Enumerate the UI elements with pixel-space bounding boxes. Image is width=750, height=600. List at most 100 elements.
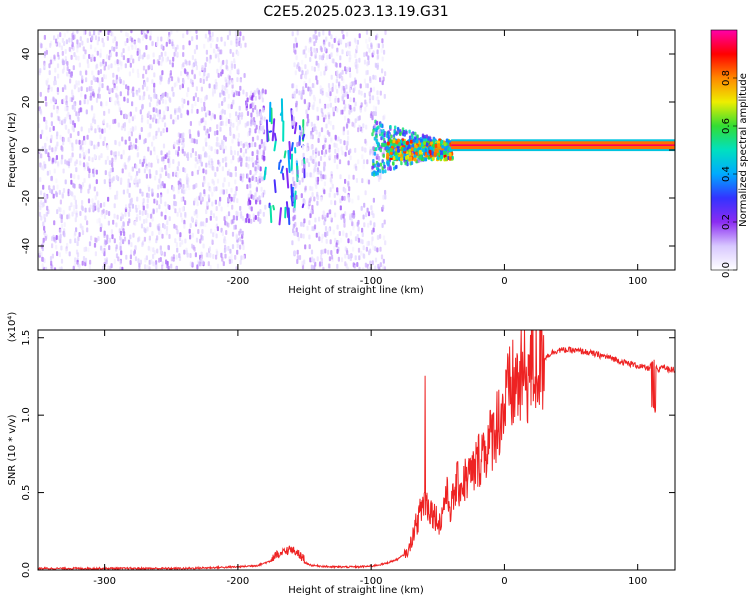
heatmap-cell bbox=[329, 187, 332, 193]
heatmap-cell bbox=[321, 233, 324, 239]
heatmap-cell bbox=[168, 216, 171, 222]
heatmap-cell bbox=[313, 41, 316, 47]
heatmap-cell bbox=[66, 66, 69, 71]
heatmap-cell bbox=[307, 47, 310, 53]
heatmap-cell bbox=[221, 145, 225, 151]
heatmap-cell bbox=[87, 247, 90, 253]
heatmap-cell bbox=[216, 37, 219, 42]
heatmap-cell bbox=[59, 32, 62, 38]
heatmap-cell bbox=[155, 260, 158, 266]
heatmap-cell bbox=[80, 188, 83, 194]
heatmap-cell bbox=[134, 220, 137, 226]
heatmap-cell bbox=[87, 166, 90, 172]
heatmap-cell bbox=[236, 90, 239, 96]
heatmap-cell bbox=[233, 193, 236, 199]
heatmap-cell bbox=[186, 92, 189, 98]
heatmap-cell bbox=[318, 54, 321, 60]
heatmap-cell bbox=[175, 225, 178, 231]
heatmap-cell bbox=[160, 61, 163, 67]
heatmap-cell bbox=[314, 217, 317, 223]
heatmap-cell bbox=[362, 164, 365, 170]
heatmap-cell bbox=[235, 186, 238, 192]
heatmap-cell bbox=[320, 249, 323, 255]
heatmap-cell bbox=[347, 254, 350, 260]
heatmap-cell bbox=[323, 181, 326, 187]
heatmap-cell bbox=[136, 68, 139, 74]
heatmap-cell bbox=[125, 254, 128, 260]
heatmap-cell bbox=[304, 244, 307, 250]
heatmap-cell bbox=[186, 179, 189, 185]
heatmap-cell bbox=[312, 172, 315, 178]
heatmap-cell bbox=[218, 200, 221, 206]
heatmap-cell bbox=[143, 168, 146, 174]
heatmap-cell bbox=[317, 66, 320, 72]
heatmap-cell bbox=[129, 254, 132, 260]
heatmap-cell bbox=[428, 149, 432, 154]
spectrogram-x-ticks: -300 -200 -100 0 100 bbox=[93, 30, 647, 287]
heatmap-cell bbox=[239, 244, 242, 250]
heatmap-cell bbox=[172, 91, 175, 97]
heatmap-cell bbox=[324, 114, 327, 120]
heatmap-cell bbox=[340, 214, 343, 220]
heatmap-cell bbox=[309, 86, 312, 92]
heatmap-cell bbox=[359, 83, 362, 89]
heatmap-cell bbox=[186, 156, 190, 161]
heatmap-cell bbox=[200, 257, 203, 263]
heatmap-cell bbox=[248, 204, 251, 210]
heatmap-cell bbox=[362, 214, 365, 220]
heatmap-cell bbox=[257, 211, 260, 217]
heatmap-cell bbox=[148, 259, 151, 265]
heatmap-cell bbox=[188, 40, 191, 46]
heatmap-cell bbox=[215, 233, 218, 239]
heatmap-cell bbox=[219, 65, 222, 71]
heatmap-cell bbox=[102, 74, 106, 80]
heatmap-cell bbox=[205, 209, 208, 215]
heatmap-cell bbox=[181, 148, 184, 154]
heatmap-cell bbox=[397, 148, 400, 153]
heatmap-cell bbox=[51, 243, 54, 249]
heatmap-cell bbox=[117, 151, 120, 157]
heatmap-cell bbox=[373, 222, 376, 228]
heatmap-cell bbox=[99, 48, 102, 54]
heatmap-cell bbox=[346, 94, 349, 99]
heatmap-cell bbox=[359, 107, 362, 113]
heatmap-cell bbox=[60, 258, 64, 264]
heatmap-cell bbox=[347, 196, 351, 202]
heatmap-cell bbox=[195, 182, 198, 188]
heatmap-cell bbox=[328, 263, 331, 269]
heatmap-cell bbox=[44, 235, 47, 241]
heatmap-cell bbox=[216, 178, 220, 184]
heatmap-cell bbox=[41, 257, 45, 262]
heatmap-cell bbox=[347, 135, 350, 141]
heatmap-cell bbox=[53, 54, 56, 60]
heatmap-cell bbox=[122, 239, 125, 245]
heatmap-cell bbox=[138, 95, 141, 101]
heatmap-cell bbox=[301, 59, 304, 65]
heatmap-cell bbox=[83, 99, 86, 105]
heatmap-cell bbox=[250, 218, 253, 224]
heatmap-cell bbox=[222, 182, 225, 188]
heatmap-cell bbox=[182, 44, 185, 50]
heatmap-cell bbox=[60, 45, 63, 51]
heatmap-cell bbox=[128, 192, 131, 198]
heatmap-cell bbox=[314, 38, 318, 43]
heatmap-cell bbox=[372, 105, 375, 111]
heatmap-cell bbox=[356, 234, 359, 239]
heatmap-cell bbox=[187, 87, 190, 93]
heatmap-cell bbox=[249, 170, 252, 175]
heatmap-cell bbox=[102, 208, 105, 214]
heatmap-cell bbox=[189, 133, 192, 139]
heatmap-cell bbox=[177, 146, 180, 152]
heatmap-cell bbox=[88, 128, 91, 133]
heatmap-cell bbox=[385, 146, 389, 150]
heatmap-cell bbox=[205, 152, 208, 158]
heatmap-cell bbox=[41, 246, 44, 252]
heatmap-cell bbox=[358, 89, 361, 95]
heatmap-cell bbox=[61, 68, 65, 74]
heatmap-cell bbox=[211, 37, 214, 43]
heatmap-cell bbox=[383, 49, 386, 55]
heatmap-cell bbox=[229, 126, 232, 132]
heatmap-cell bbox=[235, 111, 238, 117]
heatmap-cell bbox=[328, 87, 331, 93]
heatmap-cell bbox=[90, 105, 94, 111]
